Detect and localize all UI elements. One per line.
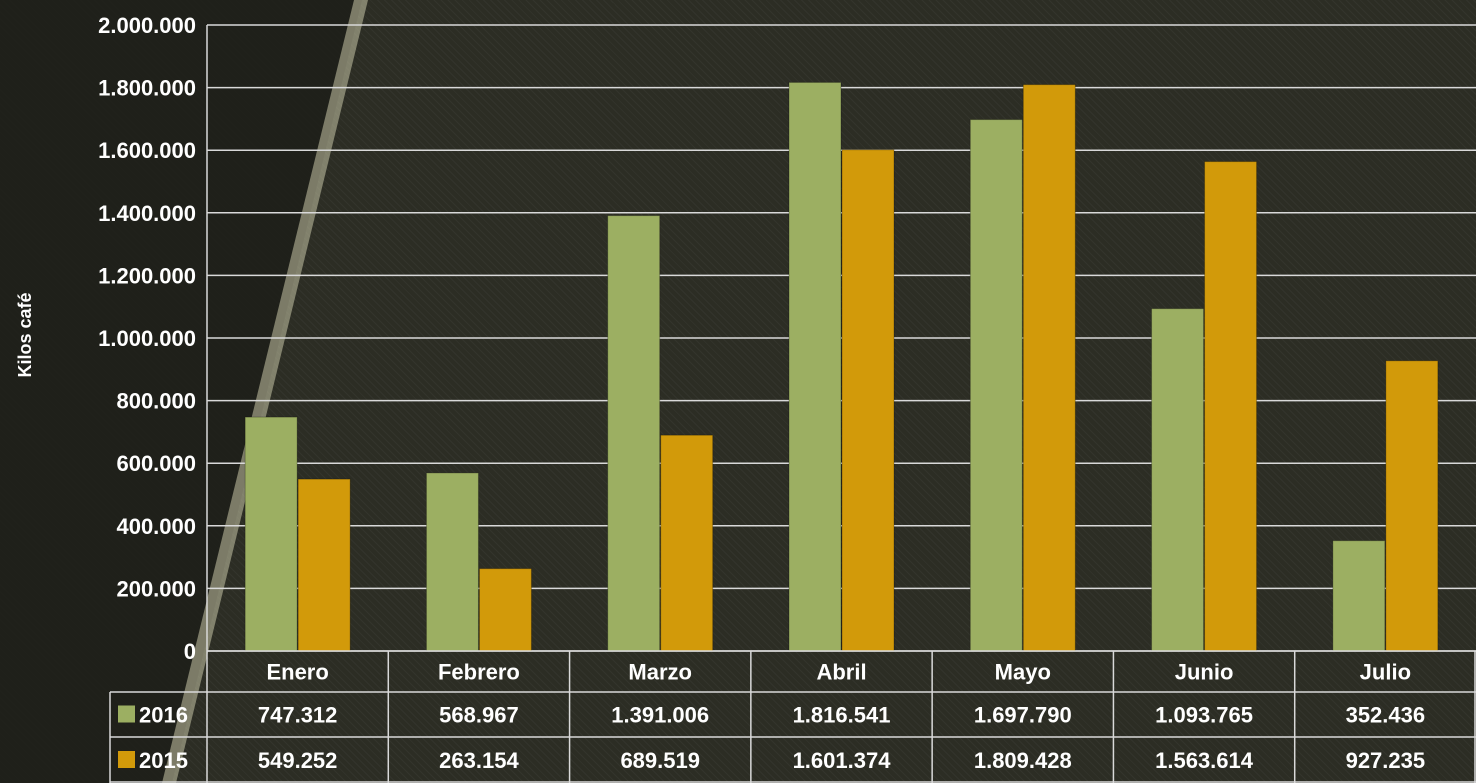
- bar-2015-enero: [297, 478, 351, 652]
- y-tick-label: 800.000: [116, 389, 196, 414]
- y-tick-label: 400.000: [116, 514, 196, 539]
- data-label-2016-junio: 1.093.765: [1155, 703, 1253, 728]
- bar-2016-julio: [1332, 540, 1386, 652]
- legend-swatch-2015: [118, 751, 135, 768]
- bar-2016-marzo: [607, 215, 661, 652]
- gridlines: [206, 24, 1476, 652]
- y-tick-label: 1.400.000: [98, 201, 196, 226]
- y-tick-labels: 0 200.000 400.000 600.000 800.000 1.000.000 1.…: [98, 13, 196, 664]
- y-tick-label: 2.000.000: [98, 13, 196, 38]
- y-axis-title: Kilos café: [15, 292, 35, 377]
- background-stripe: [162, 0, 368, 783]
- bar-2016-abril: [788, 81, 842, 652]
- bar-2015-marzo: [660, 434, 714, 652]
- bar-2015-julio: [1385, 360, 1439, 652]
- data-label-2016-mayo: 1.697.790: [974, 703, 1072, 728]
- data-label-2015-julio: 927.235: [1346, 748, 1426, 773]
- y-tick-label: 1.000.000: [98, 326, 196, 351]
- category-label-abril: Abril: [816, 660, 866, 685]
- category-label-marzo: Marzo: [628, 660, 692, 685]
- bar-2016-enero: [244, 416, 298, 652]
- y-tick-label: 0: [184, 639, 196, 664]
- bar-2015-mayo: [1022, 84, 1076, 652]
- bar-2015-abril: [841, 149, 895, 652]
- y-tick-label: 1.800.000: [98, 76, 196, 101]
- data-label-2015-enero: 549.252: [258, 748, 338, 773]
- data-label-2015-abril: 1.601.374: [793, 748, 892, 773]
- data-label-2015-junio: 1.563.614: [1155, 748, 1254, 773]
- data-table: Enero Febrero Marzo Abril Mayo Junio Julio 2016…: [109, 650, 1476, 783]
- y-tick-label: 1.600.000: [98, 138, 196, 163]
- background-band: [0, 0, 362, 783]
- category-label-mayo: Mayo: [995, 660, 1051, 685]
- y-tick-label: 200.000: [116, 576, 196, 601]
- category-label-julio: Julio: [1360, 660, 1411, 685]
- data-label-2015-febrero: 263.154: [439, 748, 519, 773]
- data-label-2016-febrero: 568.967: [439, 703, 519, 728]
- data-label-2015-marzo: 689.519: [620, 748, 700, 773]
- data-label-2016-abril: 1.816.541: [793, 703, 891, 728]
- category-label-junio: Junio: [1175, 660, 1234, 685]
- bar-2016-febrero: [425, 472, 479, 652]
- data-label-2015-mayo: 1.809.428: [974, 748, 1072, 773]
- category-label-enero: Enero: [266, 660, 328, 685]
- bar-2016-junio: [1151, 308, 1205, 652]
- y-tick-label: 1.200.000: [98, 263, 196, 288]
- legend-label-2016: 2016: [139, 703, 188, 728]
- category-label-febrero: Febrero: [438, 660, 520, 685]
- bar-2015-junio: [1204, 161, 1258, 652]
- data-label-2016-julio: 352.436: [1346, 703, 1426, 728]
- data-label-2016-enero: 747.312: [258, 703, 338, 728]
- legend-label-2015: 2015: [139, 748, 188, 773]
- data-label-2016-marzo: 1.391.006: [611, 703, 709, 728]
- legend-swatch-2016: [118, 705, 135, 723]
- bar-2015-febrero: [478, 568, 532, 652]
- bars: [244, 81, 1439, 652]
- bar-2016-mayo: [969, 119, 1023, 652]
- y-tick-label: 600.000: [116, 451, 196, 476]
